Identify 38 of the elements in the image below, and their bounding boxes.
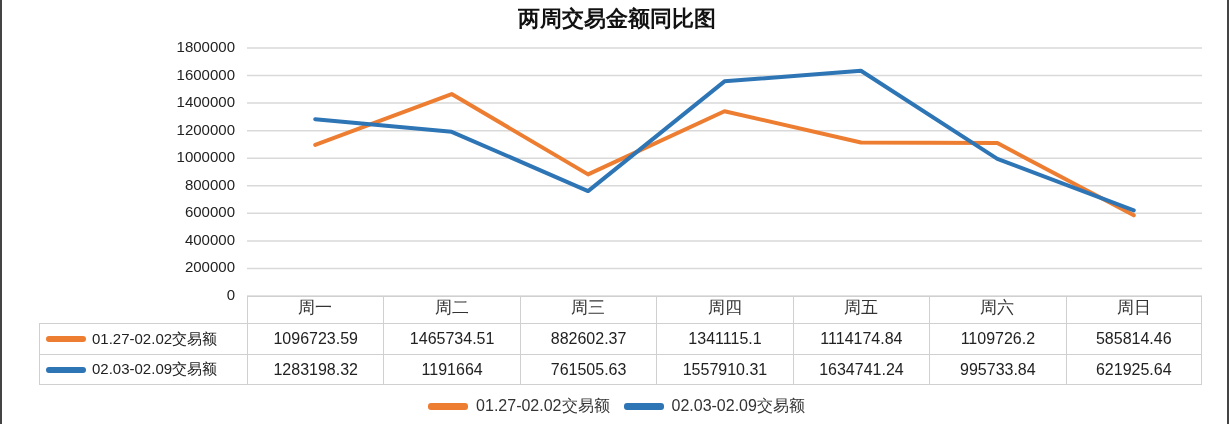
chart-title: 两周交易金额同比图 [516, 4, 717, 32]
x-tick-label: 周五 [843, 296, 878, 316]
data-label: 995733.84 [960, 360, 1036, 379]
y-tick-label: 1400000 [176, 93, 235, 111]
legend-label: 01.27-02.02交易额 [92, 329, 218, 349]
y-tick-label: 200000 [184, 258, 235, 276]
x-tick-label: 周三 [571, 296, 606, 316]
data-label: 1341115.1 [688, 330, 762, 348]
x-tick-label: 周一 [298, 296, 333, 316]
y-tick-label: 400000 [184, 230, 235, 248]
y-tick-label: 1600000 [176, 65, 235, 83]
legend-label: 02.03-02.09交易额 [92, 360, 218, 379]
text: 01.27-02.02交易额 [476, 396, 610, 414]
x-tick-label: 周二 [434, 296, 469, 316]
data-label: 585814.46 [1095, 330, 1172, 348]
x-tick-label: 周六 [980, 296, 1015, 316]
data-label: 1096723.59 [273, 330, 358, 348]
y-tick-label: 1200000 [176, 120, 235, 138]
data-label: 1283198.32 [273, 360, 358, 379]
data-label: 1465734.51 [409, 330, 495, 348]
data-label: 1557910.31 [682, 360, 768, 379]
data-label: 1109726.2 [960, 330, 1036, 348]
y-tick-label: 800000 [184, 175, 235, 193]
line-series [313, 92, 1136, 218]
data-label: 882602.37 [550, 330, 627, 348]
data-label: 1191664 [421, 360, 483, 379]
data-label: 1114174.84 [820, 330, 903, 348]
data-label: 761505.63 [550, 360, 627, 379]
y-tick-label: 1000000 [176, 148, 235, 166]
x-tick-label: 周四 [707, 296, 742, 316]
data-label: 621925.64 [1095, 360, 1172, 379]
y-tick-label: 1800000 [176, 37, 235, 55]
y-tick-label: 0 [226, 285, 235, 303]
line-series [313, 68, 1136, 213]
x-tick-label: 周日 [1116, 296, 1151, 316]
text: 02.03-02.09交易额 [671, 396, 805, 414]
data-label: 1634741.24 [819, 360, 904, 379]
y-tick-label: 600000 [184, 203, 235, 221]
